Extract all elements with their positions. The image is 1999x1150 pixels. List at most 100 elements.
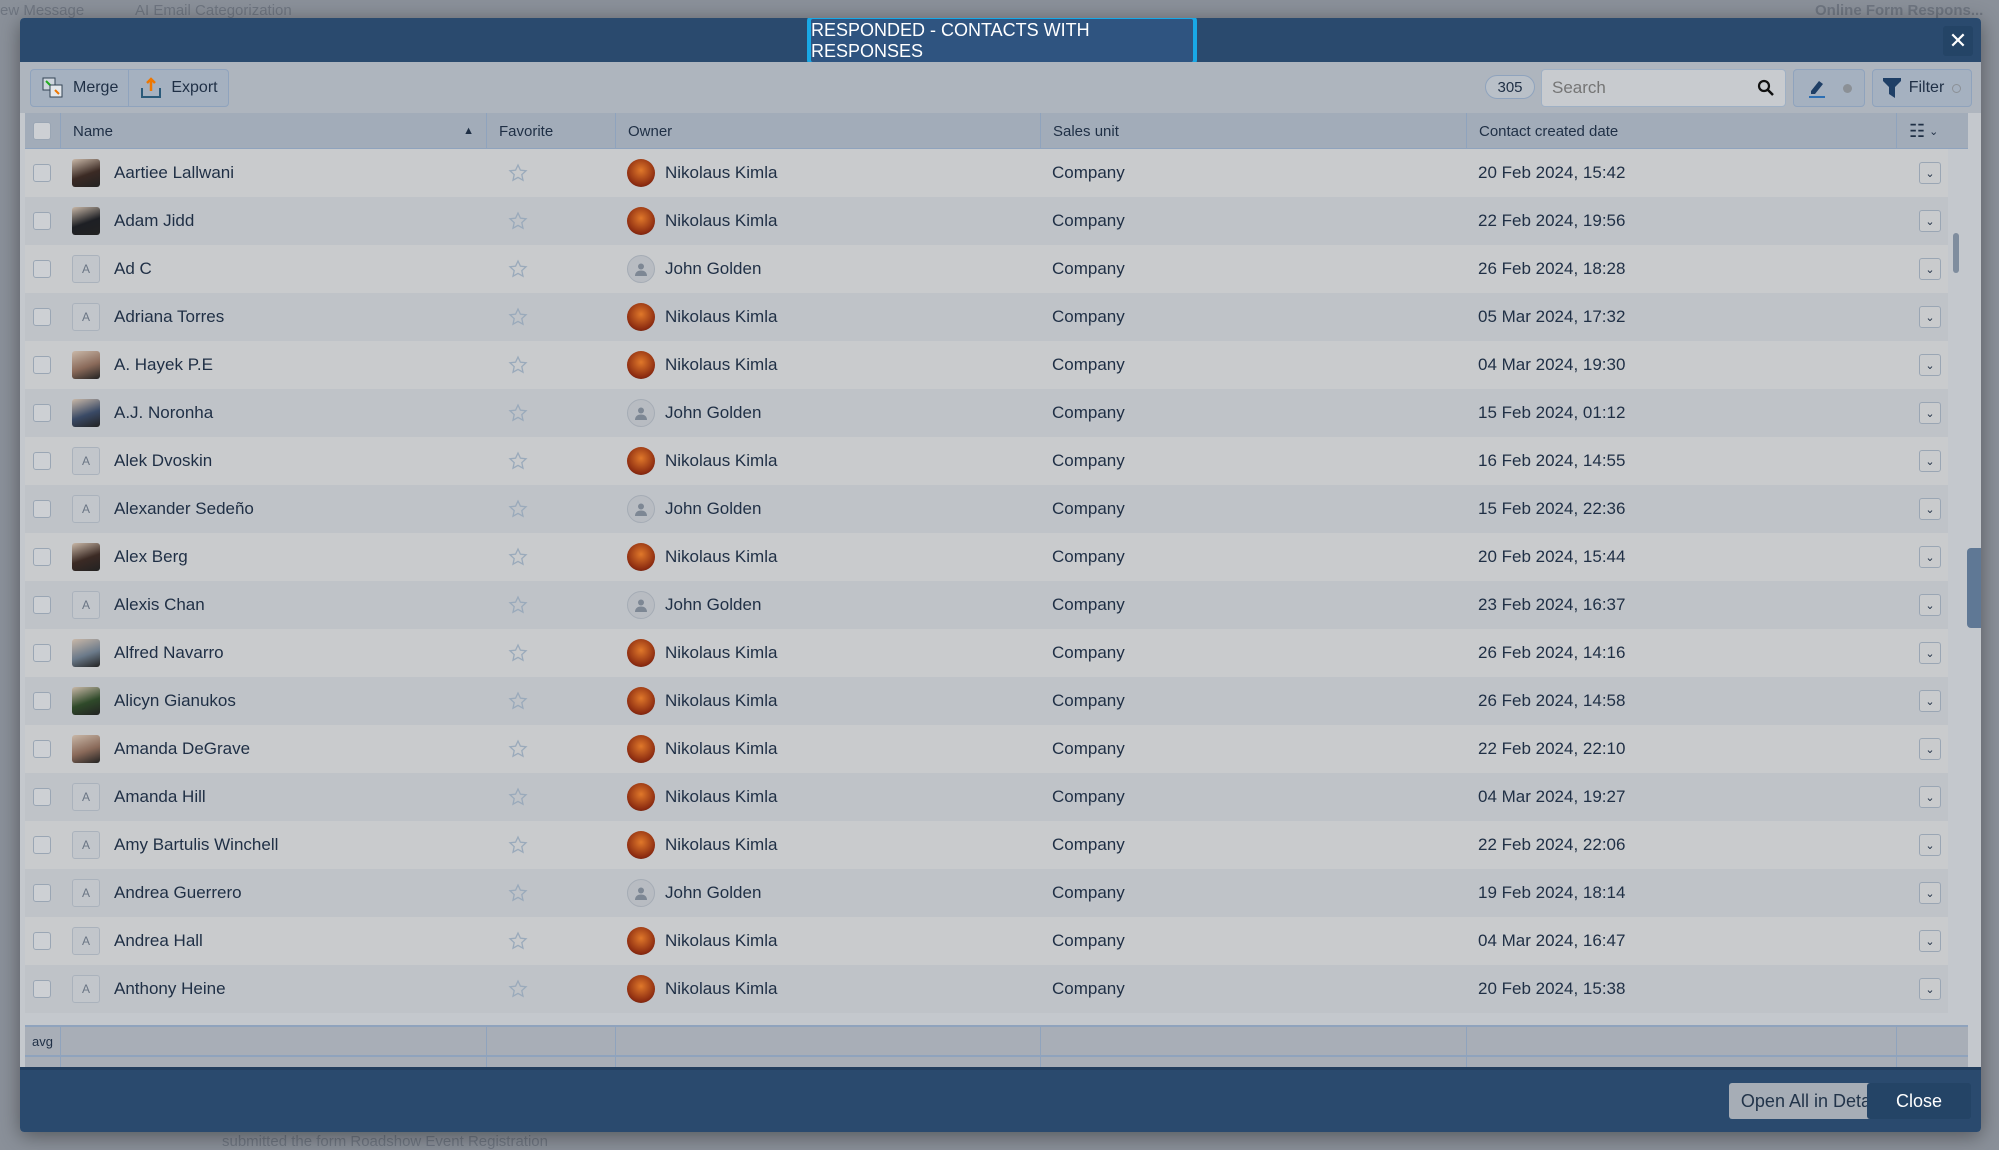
contact-name[interactable]: A.J. Noronha xyxy=(114,403,214,422)
row-checkbox[interactable] xyxy=(33,548,51,566)
contact-name[interactable]: Amy Bartulis Winchell xyxy=(114,835,279,854)
row-menu-chevron-icon[interactable]: ⌄ xyxy=(1919,354,1941,376)
row-checkbox[interactable] xyxy=(33,692,51,710)
close-icon[interactable]: ✕ xyxy=(1943,26,1973,56)
contact-name[interactable]: Ad C xyxy=(114,259,152,278)
contact-name[interactable]: Alfred Navarro xyxy=(114,643,224,662)
table-row[interactable]: Amanda DeGrave Nikolaus Kimla Company 22… xyxy=(25,725,1948,773)
search-box[interactable] xyxy=(1541,69,1786,107)
star-icon[interactable] xyxy=(508,403,528,423)
star-icon[interactable] xyxy=(508,211,528,231)
row-menu-chevron-icon[interactable]: ⌄ xyxy=(1919,258,1941,280)
column-header-owner[interactable]: Owner xyxy=(615,113,1040,149)
table-row[interactable]: A Adriana Torres Nikolaus Kimla Company 0… xyxy=(25,293,1948,341)
table-row[interactable]: A Alek Dvoskin Nikolaus Kimla Company 16 … xyxy=(25,437,1948,485)
star-icon[interactable] xyxy=(508,595,528,615)
row-checkbox[interactable] xyxy=(33,932,51,950)
table-row[interactable]: A Amanda Hill Nikolaus Kimla Company 04 M… xyxy=(25,773,1948,821)
row-checkbox[interactable] xyxy=(33,308,51,326)
column-header-favorite[interactable]: Favorite xyxy=(486,113,615,149)
row-checkbox[interactable] xyxy=(33,404,51,422)
star-icon[interactable] xyxy=(508,499,528,519)
contact-name[interactable]: Anthony Heine xyxy=(114,979,226,998)
row-checkbox[interactable] xyxy=(33,788,51,806)
row-checkbox[interactable] xyxy=(33,500,51,518)
table-row[interactable]: Adam Jidd Nikolaus Kimla Company 22 Feb … xyxy=(25,197,1948,245)
select-all-checkbox[interactable] xyxy=(33,122,51,140)
row-checkbox[interactable] xyxy=(33,164,51,182)
table-row[interactable]: A Anthony Heine Nikolaus Kimla Company 20… xyxy=(25,965,1948,1013)
table-row[interactable]: Alex Berg Nikolaus Kimla Company 20 Feb … xyxy=(25,533,1948,581)
star-icon[interactable] xyxy=(508,691,528,711)
row-menu-chevron-icon[interactable]: ⌄ xyxy=(1919,450,1941,472)
table-row[interactable]: A Andrea Guerrero John Golden Company 19 … xyxy=(25,869,1948,917)
row-menu-chevron-icon[interactable]: ⌄ xyxy=(1919,690,1941,712)
star-icon[interactable] xyxy=(508,547,528,567)
contact-name[interactable]: A. Hayek P.E xyxy=(114,355,213,374)
star-icon[interactable] xyxy=(508,979,528,999)
contact-name[interactable]: Amanda DeGrave xyxy=(114,739,251,758)
column-header-name[interactable]: Name ▲ xyxy=(60,113,486,149)
star-icon[interactable] xyxy=(508,451,528,471)
merge-button[interactable]: Merge xyxy=(31,70,128,106)
star-icon[interactable] xyxy=(508,259,528,279)
row-menu-chevron-icon[interactable]: ⌄ xyxy=(1919,162,1941,184)
contact-name[interactable]: Amanda Hill xyxy=(114,787,206,806)
row-menu-chevron-icon[interactable]: ⌄ xyxy=(1919,210,1941,232)
contact-name[interactable]: Alek Dvoskin xyxy=(114,451,213,470)
row-menu-chevron-icon[interactable]: ⌄ xyxy=(1919,642,1941,664)
row-checkbox[interactable] xyxy=(33,740,51,758)
row-checkbox[interactable] xyxy=(33,212,51,230)
column-header-sales-unit[interactable]: Sales unit xyxy=(1040,113,1466,149)
table-row[interactable]: A. Hayek P.E Nikolaus Kimla Company 04 M… xyxy=(25,341,1948,389)
row-checkbox[interactable] xyxy=(33,260,51,278)
vertical-scrollbar[interactable] xyxy=(1953,233,1959,273)
table-row[interactable]: Alicyn Gianukos Nikolaus Kimla Company 2… xyxy=(25,677,1948,725)
table-row[interactable]: Alfred Navarro Nikolaus Kimla Company 26… xyxy=(25,629,1948,677)
filter-button[interactable]: Filter xyxy=(1872,69,1972,107)
row-menu-chevron-icon[interactable]: ⌄ xyxy=(1919,978,1941,1000)
open-all-in-detail-button[interactable]: Open All in Detail xyxy=(1728,1083,1891,1119)
table-row[interactable]: A Ad C John Golden Company 26 Feb 2024, 1… xyxy=(25,245,1948,293)
contact-name[interactable]: Alexander Sedeño xyxy=(114,499,254,518)
row-checkbox[interactable] xyxy=(33,596,51,614)
contact-name[interactable]: Alex Berg xyxy=(114,547,188,566)
export-button[interactable]: Export xyxy=(128,70,227,106)
column-chooser-button[interactable]: ☷ ⌄ xyxy=(1896,113,1968,149)
star-icon[interactable] xyxy=(508,883,528,903)
star-icon[interactable] xyxy=(508,163,528,183)
row-checkbox[interactable] xyxy=(33,356,51,374)
row-menu-chevron-icon[interactable]: ⌄ xyxy=(1919,546,1941,568)
row-menu-chevron-icon[interactable]: ⌄ xyxy=(1919,402,1941,424)
table-row[interactable]: Aartiee Lallwani Nikolaus Kimla Company … xyxy=(25,149,1948,197)
table-row[interactable]: A Amy Bartulis Winchell Nikolaus Kimla Co… xyxy=(25,821,1948,869)
contact-name[interactable]: Alexis Chan xyxy=(114,595,205,614)
row-checkbox[interactable] xyxy=(33,836,51,854)
table-row[interactable]: A Alexander Sedeño John Golden Company 15… xyxy=(25,485,1948,533)
star-icon[interactable] xyxy=(508,643,528,663)
contact-name[interactable]: Alicyn Gianukos xyxy=(114,691,236,710)
table-row[interactable]: A Andrea Hall Nikolaus Kimla Company 04 M… xyxy=(25,917,1948,965)
row-menu-chevron-icon[interactable]: ⌄ xyxy=(1919,930,1941,952)
star-icon[interactable] xyxy=(508,787,528,807)
side-panel-toggle[interactable] xyxy=(1967,548,1981,628)
row-menu-chevron-icon[interactable]: ⌄ xyxy=(1919,738,1941,760)
table-row[interactable]: A.J. Noronha John Golden Company 15 Feb … xyxy=(25,389,1948,437)
column-header-created[interactable]: Contact created date xyxy=(1466,113,1896,149)
star-icon[interactable] xyxy=(508,931,528,951)
row-checkbox[interactable] xyxy=(33,644,51,662)
close-button[interactable]: Close xyxy=(1867,1083,1971,1119)
search-input[interactable] xyxy=(1552,78,1742,98)
star-icon[interactable] xyxy=(508,739,528,759)
star-icon[interactable] xyxy=(508,835,528,855)
row-menu-chevron-icon[interactable]: ⌄ xyxy=(1919,306,1941,328)
contact-name[interactable]: Andrea Guerrero xyxy=(114,883,242,902)
row-checkbox[interactable] xyxy=(33,980,51,998)
star-icon[interactable] xyxy=(508,355,528,375)
contact-name[interactable]: Adriana Torres xyxy=(114,307,225,326)
search-icon[interactable] xyxy=(1757,79,1775,97)
row-checkbox[interactable] xyxy=(33,452,51,470)
contact-name[interactable]: Adam Jidd xyxy=(114,211,195,230)
row-menu-chevron-icon[interactable]: ⌄ xyxy=(1919,786,1941,808)
row-checkbox[interactable] xyxy=(33,884,51,902)
